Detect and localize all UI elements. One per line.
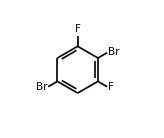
Text: Br: Br (36, 82, 47, 92)
Text: F: F (75, 24, 81, 34)
Text: F: F (108, 82, 114, 92)
Text: Br: Br (108, 47, 120, 57)
